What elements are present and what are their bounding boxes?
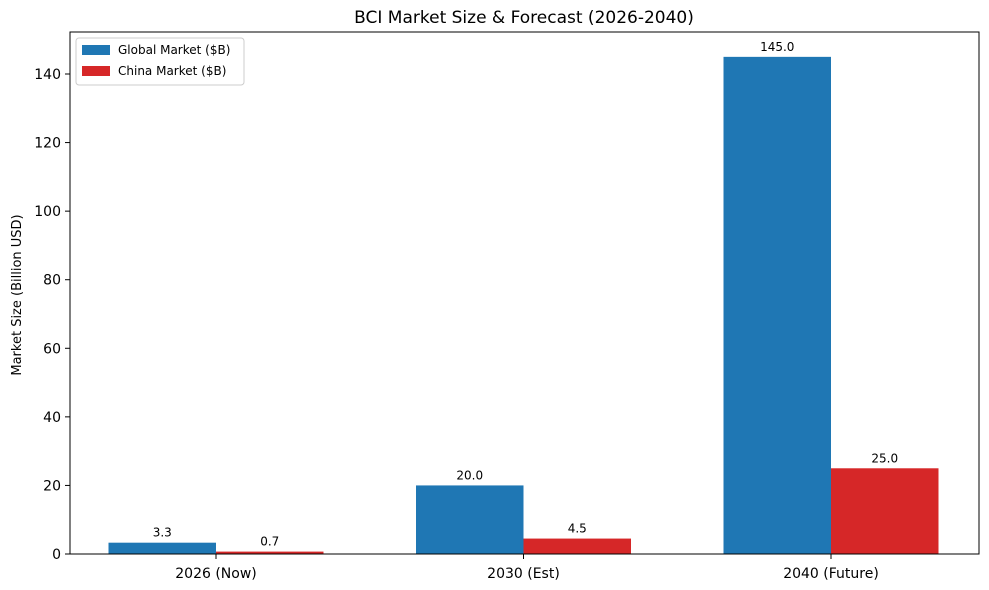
data-label-china-0: 0.7	[260, 535, 279, 549]
y-tick-label: 140	[34, 67, 61, 83]
y-axis: 0 20 40 60 80 100 120 140	[34, 67, 70, 563]
legend-label-china: China Market ($B)	[118, 64, 226, 78]
data-label-global-1: 20.0	[456, 468, 483, 482]
plot-frame	[69, 31, 980, 555]
y-axis-label: Market Size (Billion USD)	[10, 214, 25, 375]
data-label-global-2: 145.0	[760, 40, 794, 54]
y-tick-label: 40	[43, 410, 61, 426]
y-tick-label: 80	[43, 273, 61, 289]
x-tick-label: 2040 (Future)	[783, 566, 879, 582]
y-tick-label: 120	[34, 136, 61, 152]
data-label-global-0: 3.3	[153, 526, 172, 540]
legend-swatch-global	[82, 45, 110, 55]
bar-china-2	[831, 468, 939, 554]
x-axis: 2026 (Now) 2030 (Est) 2040 (Future)	[175, 554, 879, 582]
legend: Global Market ($B) China Market ($B)	[75, 37, 245, 86]
legend-box	[75, 37, 245, 86]
bar-china-1	[523, 538, 631, 554]
legend-swatch-china	[82, 66, 110, 76]
data-labels-group: 3.3 20.0 145.0 0.7 4.5 25.0	[153, 40, 898, 549]
bar-global-2	[723, 56, 831, 554]
bar-global-1	[416, 485, 524, 554]
x-tick-label: 2030 (Est)	[487, 566, 560, 582]
y-tick-label: 60	[43, 341, 61, 357]
chart-title: BCI Market Size & Forecast (2026-2040)	[354, 8, 694, 28]
data-label-china-1: 4.5	[568, 522, 587, 536]
y-tick-label: 0	[52, 547, 61, 563]
data-label-china-2: 25.0	[871, 451, 898, 465]
bar-global-0	[108, 542, 216, 554]
x-tick-label: 2026 (Now)	[175, 566, 257, 582]
y-tick-label: 100	[34, 204, 61, 220]
legend-label-global: Global Market ($B)	[118, 43, 230, 57]
y-tick-label: 20	[43, 478, 61, 494]
bar-china-0	[216, 551, 324, 554]
bars-group	[108, 56, 939, 554]
